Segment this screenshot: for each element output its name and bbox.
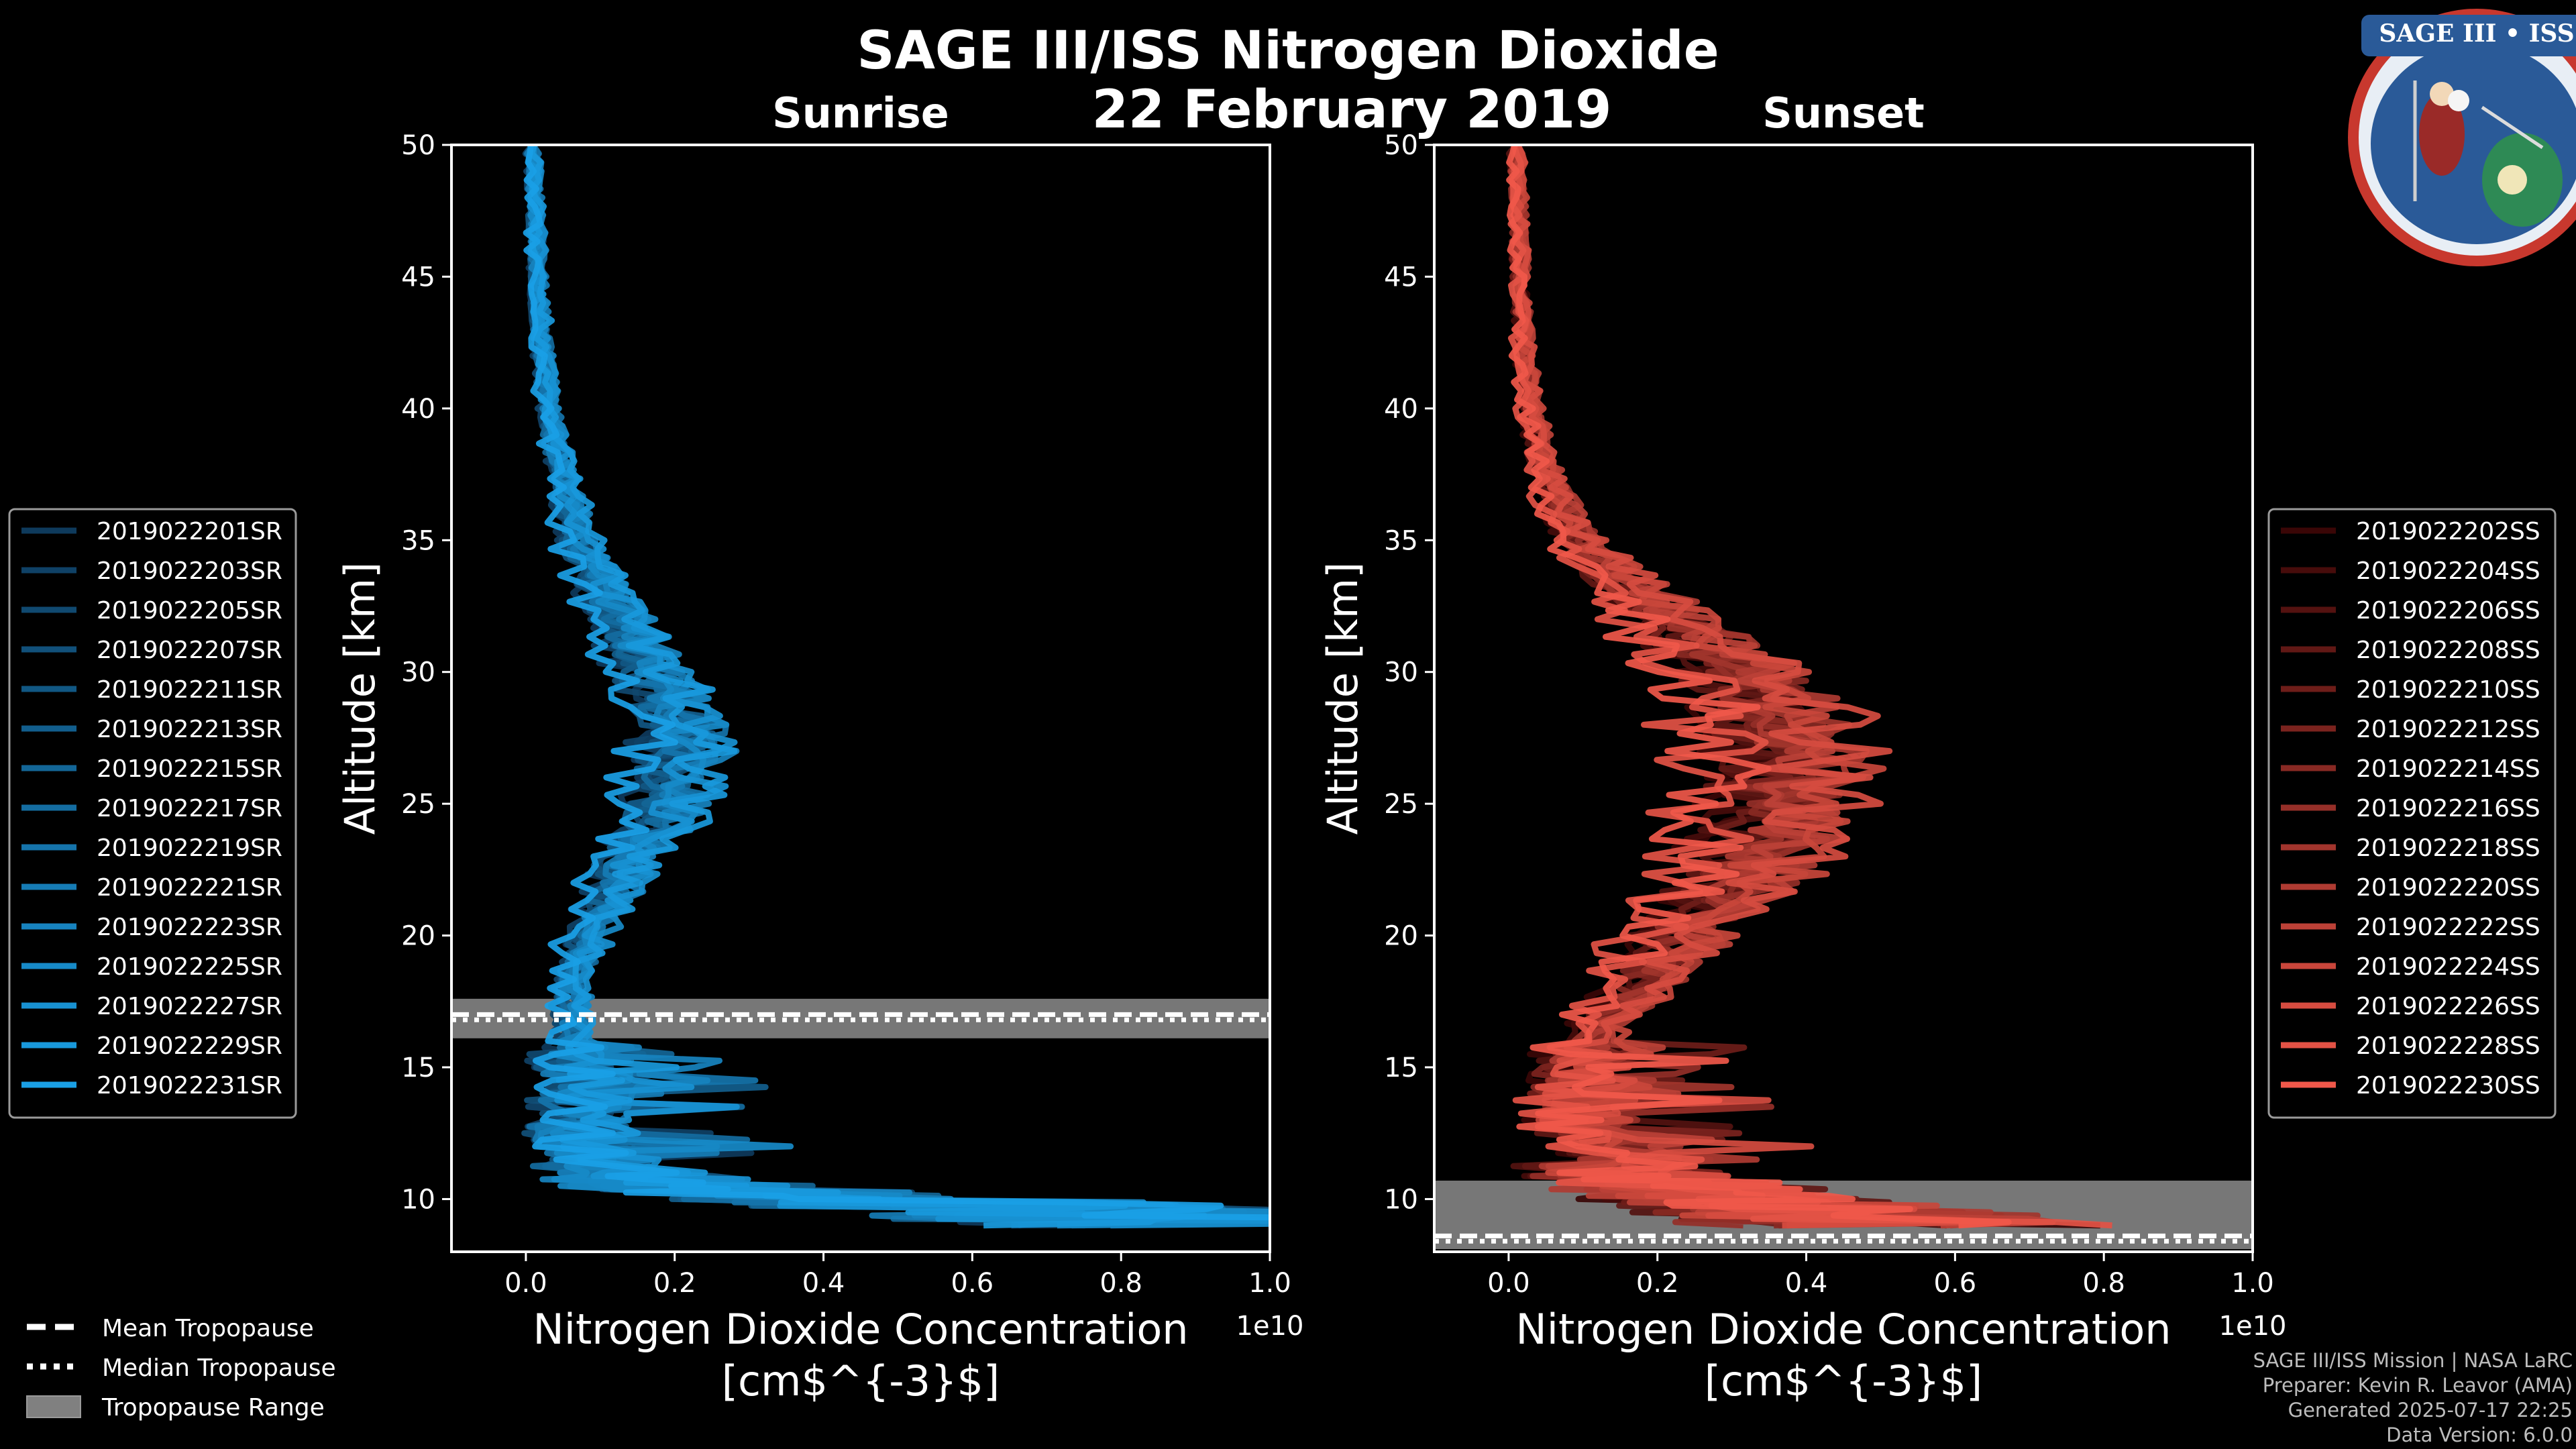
legend-label: 2019022219SR — [97, 835, 282, 862]
sage-iii-iss-mission-patch-icon: SAGE III • ISS — [2348, 9, 2576, 266]
legend-label: 2019022231SR — [97, 1072, 282, 1099]
series-line — [529, 145, 1208, 1229]
legend-label: 2019022225SR — [97, 953, 282, 981]
y-axis-label: Altitude [km] — [1318, 562, 1367, 835]
tropopause-legend: Mean Tropopause Median Tropopause Tropop… — [26, 1315, 336, 1421]
legend-label: 2019022218SS — [2356, 835, 2540, 862]
y-tick-label: 45 — [401, 262, 435, 292]
legend-label: 2019022224SS — [2356, 953, 2540, 981]
median-tropopause-label: Median Tropopause — [102, 1354, 336, 1382]
x-tick-label: 0.8 — [2082, 1268, 2125, 1299]
legend-label: 2019022215SR — [97, 755, 282, 783]
figure-date: 22 February 2019 — [1092, 80, 1612, 140]
series-legend: 2019022202SS 2019022204SS 2019022206SS 2019… — [2267, 508, 2557, 1119]
legend-label: 2019022201SR — [97, 518, 282, 545]
series-line — [1510, 145, 2056, 1229]
legend-label: 2019022208SS — [2356, 637, 2540, 664]
legend-label: 2019022230SS — [2356, 1072, 2540, 1099]
legend-frame — [8, 508, 297, 1119]
x-tick-label: 0.4 — [1785, 1268, 1828, 1299]
legend-label: 2019022223SR — [97, 914, 282, 941]
x-tick-label: 0.2 — [1636, 1268, 1679, 1299]
y-tick-label: 45 — [1384, 262, 1418, 292]
mean-tropopause-label: Mean Tropopause — [102, 1315, 314, 1342]
tropopause-range-label: Tropopause Range — [101, 1394, 325, 1421]
x-tick-label: 0.0 — [504, 1268, 547, 1299]
legend-label: 2019022204SS — [2356, 557, 2540, 585]
legend-label: 2019022207SR — [97, 637, 282, 664]
x-axis-unit: [cm$^{-3}$] — [722, 1356, 1000, 1405]
legend-label: 2019022229SR — [97, 1032, 282, 1060]
plot-area — [1434, 145, 2253, 1250]
x-tick-label: 1.0 — [2231, 1268, 2274, 1299]
plot-frame — [1433, 144, 2254, 1253]
y-tick-label: 10 — [1384, 1184, 1418, 1215]
x-scale-label: 1e10 — [1236, 1311, 1304, 1342]
legend-label: 2019022212SS — [2356, 716, 2540, 743]
x-tick-label: 0.4 — [802, 1268, 845, 1299]
series-line — [523, 145, 1270, 1221]
legend-label: 2019022227SR — [97, 993, 282, 1020]
y-tick-label: 50 — [401, 130, 435, 161]
legend-label: 2019022203SR — [97, 557, 282, 585]
x-tick-label: 0.6 — [951, 1268, 994, 1299]
x-axis-unit: [cm$^{-3}$] — [1705, 1356, 1982, 1405]
credit-line: SAGE III/ISS Mission | NASA LaRC — [2253, 1349, 2573, 1372]
y-tick-label: 10 — [401, 1184, 435, 1215]
credits: SAGE III/ISS Mission | NASA LaRC Prepare… — [2253, 1349, 2573, 1446]
credit-line: Generated 2025-07-17 22:25 — [2288, 1399, 2573, 1421]
legend-label: 2019022206SS — [2356, 597, 2540, 625]
x-axis-label: Nitrogen Dioxide Concentration — [533, 1305, 1188, 1354]
series-line — [1506, 145, 2012, 1229]
y-tick-label: 35 — [1384, 525, 1418, 556]
y-tick-label: 30 — [401, 657, 435, 688]
x-tick-label: 1.0 — [1248, 1268, 1291, 1299]
x-axis-label: Nitrogen Dioxide Concentration — [1515, 1305, 2171, 1354]
legend-label: 2019022228SS — [2356, 1032, 2540, 1060]
series-legend: 2019022201SR 2019022203SR 2019022205SR 2019… — [8, 508, 297, 1119]
legend-label: 2019022217SR — [97, 795, 282, 822]
legend-label: 2019022214SS — [2356, 755, 2540, 783]
legend-label: 2019022210SS — [2356, 676, 2540, 704]
y-tick-label: 25 — [401, 789, 435, 820]
x-tick-label: 0.8 — [1099, 1268, 1142, 1299]
x-tick-label: 0.2 — [653, 1268, 696, 1299]
figure-title: SAGE III/ISS Nitrogen Dioxide — [857, 21, 1719, 81]
y-tick-label: 35 — [401, 525, 435, 556]
legend-frame — [2267, 508, 2557, 1119]
legend-label: 2019022202SS — [2356, 518, 2540, 545]
y-tick-label: 20 — [1384, 921, 1418, 952]
legend-label: 2019022213SR — [97, 716, 282, 743]
y-tick-label: 40 — [401, 394, 435, 425]
credit-line: Preparer: Kevin R. Leavor (AMA) — [2263, 1374, 2573, 1397]
plot-frame — [450, 144, 1271, 1253]
legend-label: 2019022220SS — [2356, 874, 2540, 902]
x-scale-label: 1e10 — [2219, 1311, 2287, 1342]
x-tick-label: 0.6 — [1934, 1268, 1977, 1299]
legend-label: 2019022205SR — [97, 597, 282, 625]
y-tick-label: 20 — [401, 921, 435, 952]
legend-label: 2019022216SS — [2356, 795, 2540, 822]
legend-label: 2019022211SR — [97, 676, 282, 704]
panel-title: Sunset — [1762, 89, 1925, 138]
legend-label: 2019022221SR — [97, 874, 282, 902]
tropopause-range-swatch — [26, 1395, 81, 1418]
badge-text: SAGE III • ISS — [2379, 19, 2574, 48]
legend-label: 2019022226SS — [2356, 993, 2540, 1020]
y-tick-label: 25 — [1384, 789, 1418, 820]
y-axis-label: Altitude [km] — [335, 562, 384, 835]
legend-label: 2019022222SS — [2356, 914, 2540, 941]
sunrise-panel: Sunrise 10 15 20 25 30 35 40 45 50 0.0 0.2 0.4 0.6 0.8… — [8, 89, 1304, 1405]
sunset-panel: Sunset 10 15 20 25 30 35 40 45 50 0.0 0.2 0.4 0.6 0.8 1… — [1318, 89, 2557, 1405]
y-tick-label: 30 — [1384, 657, 1418, 688]
panel-title: Sunrise — [772, 89, 949, 138]
y-tick-label: 15 — [1384, 1053, 1418, 1083]
y-tick-label: 40 — [1384, 394, 1418, 425]
y-tick-label: 50 — [1384, 130, 1418, 161]
y-tick-label: 15 — [401, 1053, 435, 1083]
credit-line: Data Version: 6.0.0 — [2386, 1424, 2573, 1446]
x-tick-label: 0.0 — [1487, 1268, 1530, 1299]
plot-area — [451, 145, 1270, 1229]
